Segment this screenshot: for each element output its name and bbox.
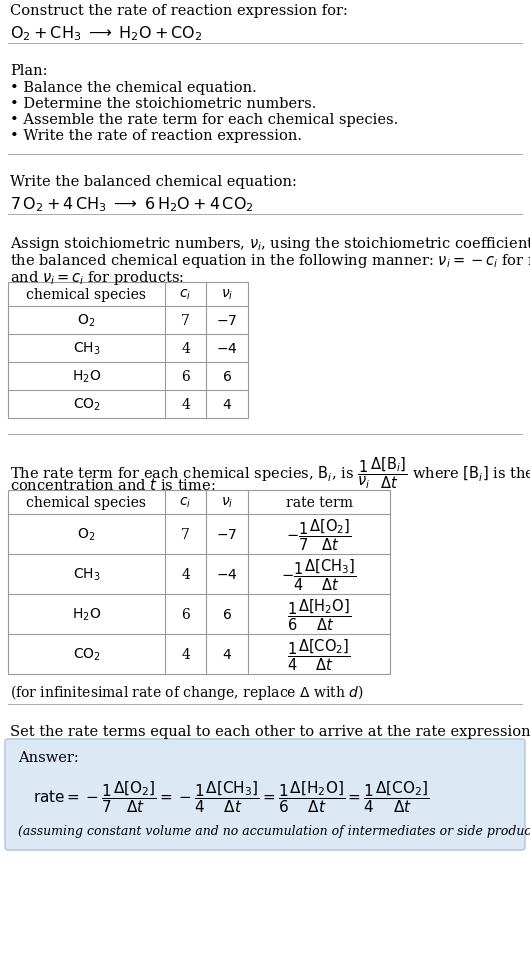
Text: 6: 6 — [181, 369, 190, 384]
Text: 7: 7 — [181, 314, 190, 327]
Text: $4$: $4$ — [222, 648, 232, 661]
Text: The rate term for each chemical species, $\mathrm{B}_i$, is $\dfrac{1}{\nu_i}\df: The rate term for each chemical species,… — [10, 454, 530, 490]
Text: $\mathrm{H_2O}$: $\mathrm{H_2O}$ — [72, 368, 101, 385]
Text: rate term: rate term — [286, 495, 352, 509]
Text: $\mathrm{7\,O_2 + 4\,CH_3 \;\longrightarrow\; 6\,H_2O + 4\,CO_2}$: $\mathrm{7\,O_2 + 4\,CH_3 \;\longrightar… — [10, 194, 254, 214]
Text: 4: 4 — [181, 342, 190, 356]
Text: Plan:: Plan: — [10, 64, 48, 78]
Text: $\mathrm{O_2 + CH_3 \;\longrightarrow\; H_2O + CO_2}$: $\mathrm{O_2 + CH_3 \;\longrightarrow\; … — [10, 24, 202, 43]
Text: chemical species: chemical species — [26, 495, 146, 509]
Text: and $\nu_i = c_i$ for products:: and $\nu_i = c_i$ for products: — [10, 269, 184, 286]
FancyBboxPatch shape — [5, 740, 525, 850]
Text: 7: 7 — [181, 528, 190, 541]
Text: $\dfrac{1}{6}\dfrac{\Delta[\mathrm{H_2O}]}{\Delta t}$: $\dfrac{1}{6}\dfrac{\Delta[\mathrm{H_2O}… — [287, 597, 351, 632]
Text: Write the balanced chemical equation:: Write the balanced chemical equation: — [10, 175, 297, 189]
Text: $\nu_i$: $\nu_i$ — [221, 287, 233, 302]
Text: 4: 4 — [181, 398, 190, 411]
Text: $-7$: $-7$ — [216, 528, 237, 541]
Text: $-\dfrac{1}{7}\dfrac{\Delta[\mathrm{O_2}]}{\Delta t}$: $-\dfrac{1}{7}\dfrac{\Delta[\mathrm{O_2}… — [286, 517, 352, 552]
Text: • Assemble the rate term for each chemical species.: • Assemble the rate term for each chemic… — [10, 113, 398, 127]
Text: $\mathrm{O_2}$: $\mathrm{O_2}$ — [77, 527, 95, 542]
Text: (assuming constant volume and no accumulation of intermediates or side products): (assuming constant volume and no accumul… — [18, 825, 530, 837]
Text: $c_i$: $c_i$ — [179, 287, 192, 302]
Text: $-7$: $-7$ — [216, 314, 237, 327]
Text: $\mathrm{rate} = -\dfrac{1}{7}\dfrac{\Delta[\mathrm{O_2}]}{\Delta t} = -\dfrac{1: $\mathrm{rate} = -\dfrac{1}{7}\dfrac{\De… — [33, 779, 430, 814]
Text: $\mathrm{CH_3}$: $\mathrm{CH_3}$ — [73, 567, 100, 582]
Text: $-\dfrac{1}{4}\dfrac{\Delta[\mathrm{CH_3}]}{\Delta t}$: $-\dfrac{1}{4}\dfrac{\Delta[\mathrm{CH_3… — [281, 557, 357, 592]
Text: • Balance the chemical equation.: • Balance the chemical equation. — [10, 81, 257, 95]
Text: 4: 4 — [181, 568, 190, 581]
Text: chemical species: chemical species — [26, 287, 146, 302]
Text: • Determine the stoichiometric numbers.: • Determine the stoichiometric numbers. — [10, 97, 316, 110]
Text: 4: 4 — [181, 648, 190, 661]
Text: $6$: $6$ — [222, 608, 232, 621]
Text: • Write the rate of reaction expression.: • Write the rate of reaction expression. — [10, 129, 302, 143]
Text: Set the rate terms equal to each other to arrive at the rate expression:: Set the rate terms equal to each other t… — [10, 724, 530, 739]
Text: Assign stoichiometric numbers, $\nu_i$, using the stoichiometric coefficients, $: Assign stoichiometric numbers, $\nu_i$, … — [10, 234, 530, 253]
Text: $\dfrac{1}{4}\dfrac{\Delta[\mathrm{CO_2}]}{\Delta t}$: $\dfrac{1}{4}\dfrac{\Delta[\mathrm{CO_2}… — [287, 637, 351, 672]
Text: $-4$: $-4$ — [216, 342, 238, 356]
Text: $c_i$: $c_i$ — [179, 495, 192, 510]
Text: $\mathrm{CO_2}$: $\mathrm{CO_2}$ — [73, 646, 101, 662]
Text: $4$: $4$ — [222, 398, 232, 411]
Bar — [8, 282, 248, 418]
Text: $-4$: $-4$ — [216, 568, 238, 581]
Bar — [8, 490, 390, 674]
Text: $6$: $6$ — [222, 369, 232, 384]
Text: $\mathrm{CO_2}$: $\mathrm{CO_2}$ — [73, 397, 101, 412]
Text: Answer:: Answer: — [18, 750, 79, 764]
Text: $\mathrm{CH_3}$: $\mathrm{CH_3}$ — [73, 340, 100, 357]
Text: 6: 6 — [181, 608, 190, 621]
Text: $\nu_i$: $\nu_i$ — [221, 495, 233, 510]
Text: the balanced chemical equation in the following manner: $\nu_i = -c_i$ for react: the balanced chemical equation in the fo… — [10, 252, 530, 270]
Text: (for infinitesimal rate of change, replace $\Delta$ with $d$): (for infinitesimal rate of change, repla… — [10, 682, 364, 701]
Text: concentration and $t$ is time:: concentration and $t$ is time: — [10, 477, 216, 492]
Text: Construct the rate of reaction expression for:: Construct the rate of reaction expressio… — [10, 4, 348, 18]
Text: $\mathrm{O_2}$: $\mathrm{O_2}$ — [77, 313, 95, 329]
Text: $\mathrm{H_2O}$: $\mathrm{H_2O}$ — [72, 606, 101, 622]
